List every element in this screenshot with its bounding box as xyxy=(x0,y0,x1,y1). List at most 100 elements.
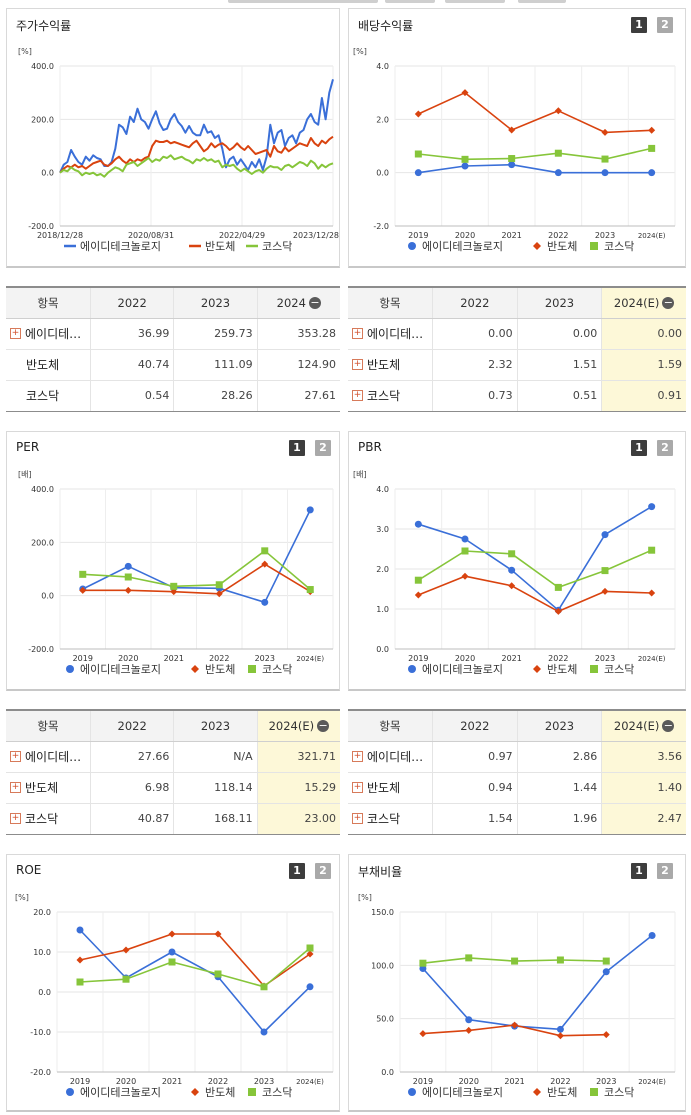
view-1-button[interactable]: 1 xyxy=(289,863,305,879)
row-label[interactable]: + 코스닥 xyxy=(6,804,90,834)
column-header-label: 2022 xyxy=(460,296,490,310)
collapse-icon[interactable]: − xyxy=(662,718,675,732)
row-label[interactable]: + 에이디테… xyxy=(348,742,432,772)
view-1-button[interactable]: 1 xyxy=(289,440,305,456)
column-header: 2024(E) − xyxy=(256,711,340,741)
expand-icon[interactable]: + xyxy=(352,751,363,762)
row-label-text: 에이디테… xyxy=(25,327,82,341)
row-label-text: 코스닥 xyxy=(25,812,59,826)
per-table: 항목 2022 2023 2024(E) − + 에이디테… 27.66 N/A 321.71 + 반… xyxy=(6,709,340,835)
table-row: + 에이디테… 0.00 0.00 0.00 xyxy=(348,319,686,350)
column-header-label: 2024(E) xyxy=(613,719,660,733)
column-header-label: 2024 xyxy=(276,296,306,310)
expand-icon[interactable]: + xyxy=(352,813,363,824)
table-cell: 2.47 xyxy=(601,804,686,834)
row-label-text: 반도체 xyxy=(367,358,401,372)
table-cell: 111.09 xyxy=(173,350,256,380)
panel-title: PER xyxy=(16,440,40,454)
x-tick-label: 2022/04/29 xyxy=(219,231,265,240)
legend: 에이디테크놀로지 반도체 코스닥 xyxy=(64,240,292,253)
row-label-text: 코스닥 xyxy=(26,389,60,403)
row-label[interactable]: + 반도체 xyxy=(348,773,432,803)
table-cell: 1.54 xyxy=(432,804,517,834)
column-header-label: 2022 xyxy=(460,719,490,733)
collapse-icon[interactable]: − xyxy=(308,295,321,309)
table-row: + 코스닥 0.73 0.51 0.91 xyxy=(348,381,686,412)
panel-title: ROE xyxy=(16,863,42,877)
column-header: 2022 xyxy=(432,711,517,741)
expand-icon[interactable]: + xyxy=(352,359,363,370)
legend-label: 에이디테크놀로지 xyxy=(80,240,161,253)
table-cell: 40.74 xyxy=(90,350,173,380)
view-2-button[interactable]: 2 xyxy=(657,863,673,879)
expand-icon[interactable]: + xyxy=(10,813,21,824)
expand-icon[interactable]: + xyxy=(352,782,363,793)
table-cell: 0.91 xyxy=(601,381,686,411)
expand-icon[interactable]: + xyxy=(10,751,21,762)
table-cell: 28.26 xyxy=(173,381,256,411)
row-label[interactable]: + 에이디테… xyxy=(6,319,90,349)
expand-icon[interactable]: + xyxy=(352,328,363,339)
column-header-label: 2024(E) xyxy=(268,719,315,733)
column-header: 2022 xyxy=(90,711,173,741)
column-header: 2022 xyxy=(90,288,173,318)
table-cell: 118.14 xyxy=(173,773,256,803)
dividend-yield-panel: 배당수익률 1 2 xyxy=(348,8,686,268)
collapse-icon[interactable]: − xyxy=(317,718,330,732)
stock-return-table: 항목 2022 2023 2024− + 에이디테… 36.99 259.73 353.28 반도… xyxy=(6,286,340,412)
table-header-row: 항목 2022 2023 2024(E) − xyxy=(6,711,340,742)
panel-title: 부채비율 xyxy=(358,865,403,879)
table-cell: 0.94 xyxy=(432,773,517,803)
column-header-label: 2023 xyxy=(544,719,575,733)
row-label[interactable]: + 반도체 xyxy=(348,350,432,380)
row-label[interactable]: + 반도체 xyxy=(6,773,90,803)
table-row: 반도체 40.74 111.09 124.90 xyxy=(6,350,340,381)
row-label-text: 반도체 xyxy=(367,781,401,795)
stock-return-panel: 주가수익률 xyxy=(6,8,340,268)
table-cell: 15.29 xyxy=(256,773,340,803)
expand-icon[interactable]: + xyxy=(10,782,21,793)
y-tick-label: 0.0 xyxy=(41,169,54,178)
row-label[interactable]: + 코스닥 xyxy=(348,804,432,834)
view-2-button[interactable]: 2 xyxy=(657,17,673,33)
table-cell: 1.44 xyxy=(516,773,602,803)
y-tick-label: 200.0 xyxy=(31,115,54,124)
row-label[interactable]: + 에이디테… xyxy=(348,319,432,349)
table-cell: 353.28 xyxy=(256,319,340,349)
row-label-text: 반도체 xyxy=(26,358,60,372)
table-cell: 2.32 xyxy=(432,350,517,380)
expand-icon[interactable]: + xyxy=(352,390,363,401)
table-cell: 0.00 xyxy=(432,319,517,349)
column-header: 항목 xyxy=(6,711,90,741)
row-label[interactable]: + 코스닥 xyxy=(348,381,432,411)
expand-icon[interactable]: + xyxy=(10,328,21,339)
column-header-label: 2023 xyxy=(200,719,231,733)
top-tab-strip xyxy=(385,0,435,3)
view-2-button[interactable]: 2 xyxy=(315,863,331,879)
row-label-text: 코스닥 xyxy=(367,389,401,403)
column-header-label: 2022 xyxy=(117,719,147,733)
view-2-button[interactable]: 2 xyxy=(315,440,331,456)
row-label[interactable]: + 에이디테… xyxy=(6,742,90,772)
view-2-button[interactable]: 2 xyxy=(657,440,673,456)
view-1-button[interactable]: 1 xyxy=(631,863,647,879)
view-1-button[interactable]: 1 xyxy=(631,440,647,456)
view-1-button[interactable]: 1 xyxy=(631,17,647,33)
table-cell: 321.71 xyxy=(256,742,340,772)
table-row: 코스닥 0.54 28.26 27.61 xyxy=(6,381,340,412)
table-cell: 0.00 xyxy=(601,319,686,349)
table-cell: 1.51 xyxy=(516,350,602,380)
table-cell: 0.73 xyxy=(432,381,517,411)
table-cell: 0.97 xyxy=(432,742,517,772)
column-header: 2024(E) − xyxy=(601,288,686,318)
column-header-label: 항목 xyxy=(37,296,59,310)
column-header-label: 2023 xyxy=(544,296,575,310)
y-unit-label: [%] xyxy=(18,47,32,56)
table-row: + 코스닥 40.87 168.11 23.00 xyxy=(6,804,340,835)
collapse-icon[interactable]: − xyxy=(662,295,675,309)
column-header-label: 항목 xyxy=(37,719,59,733)
table-cell: 1.40 xyxy=(601,773,686,803)
column-header: 2024(E) − xyxy=(601,711,686,741)
table-cell: 2.86 xyxy=(516,742,602,772)
row-label-text: 코스닥 xyxy=(367,812,401,826)
